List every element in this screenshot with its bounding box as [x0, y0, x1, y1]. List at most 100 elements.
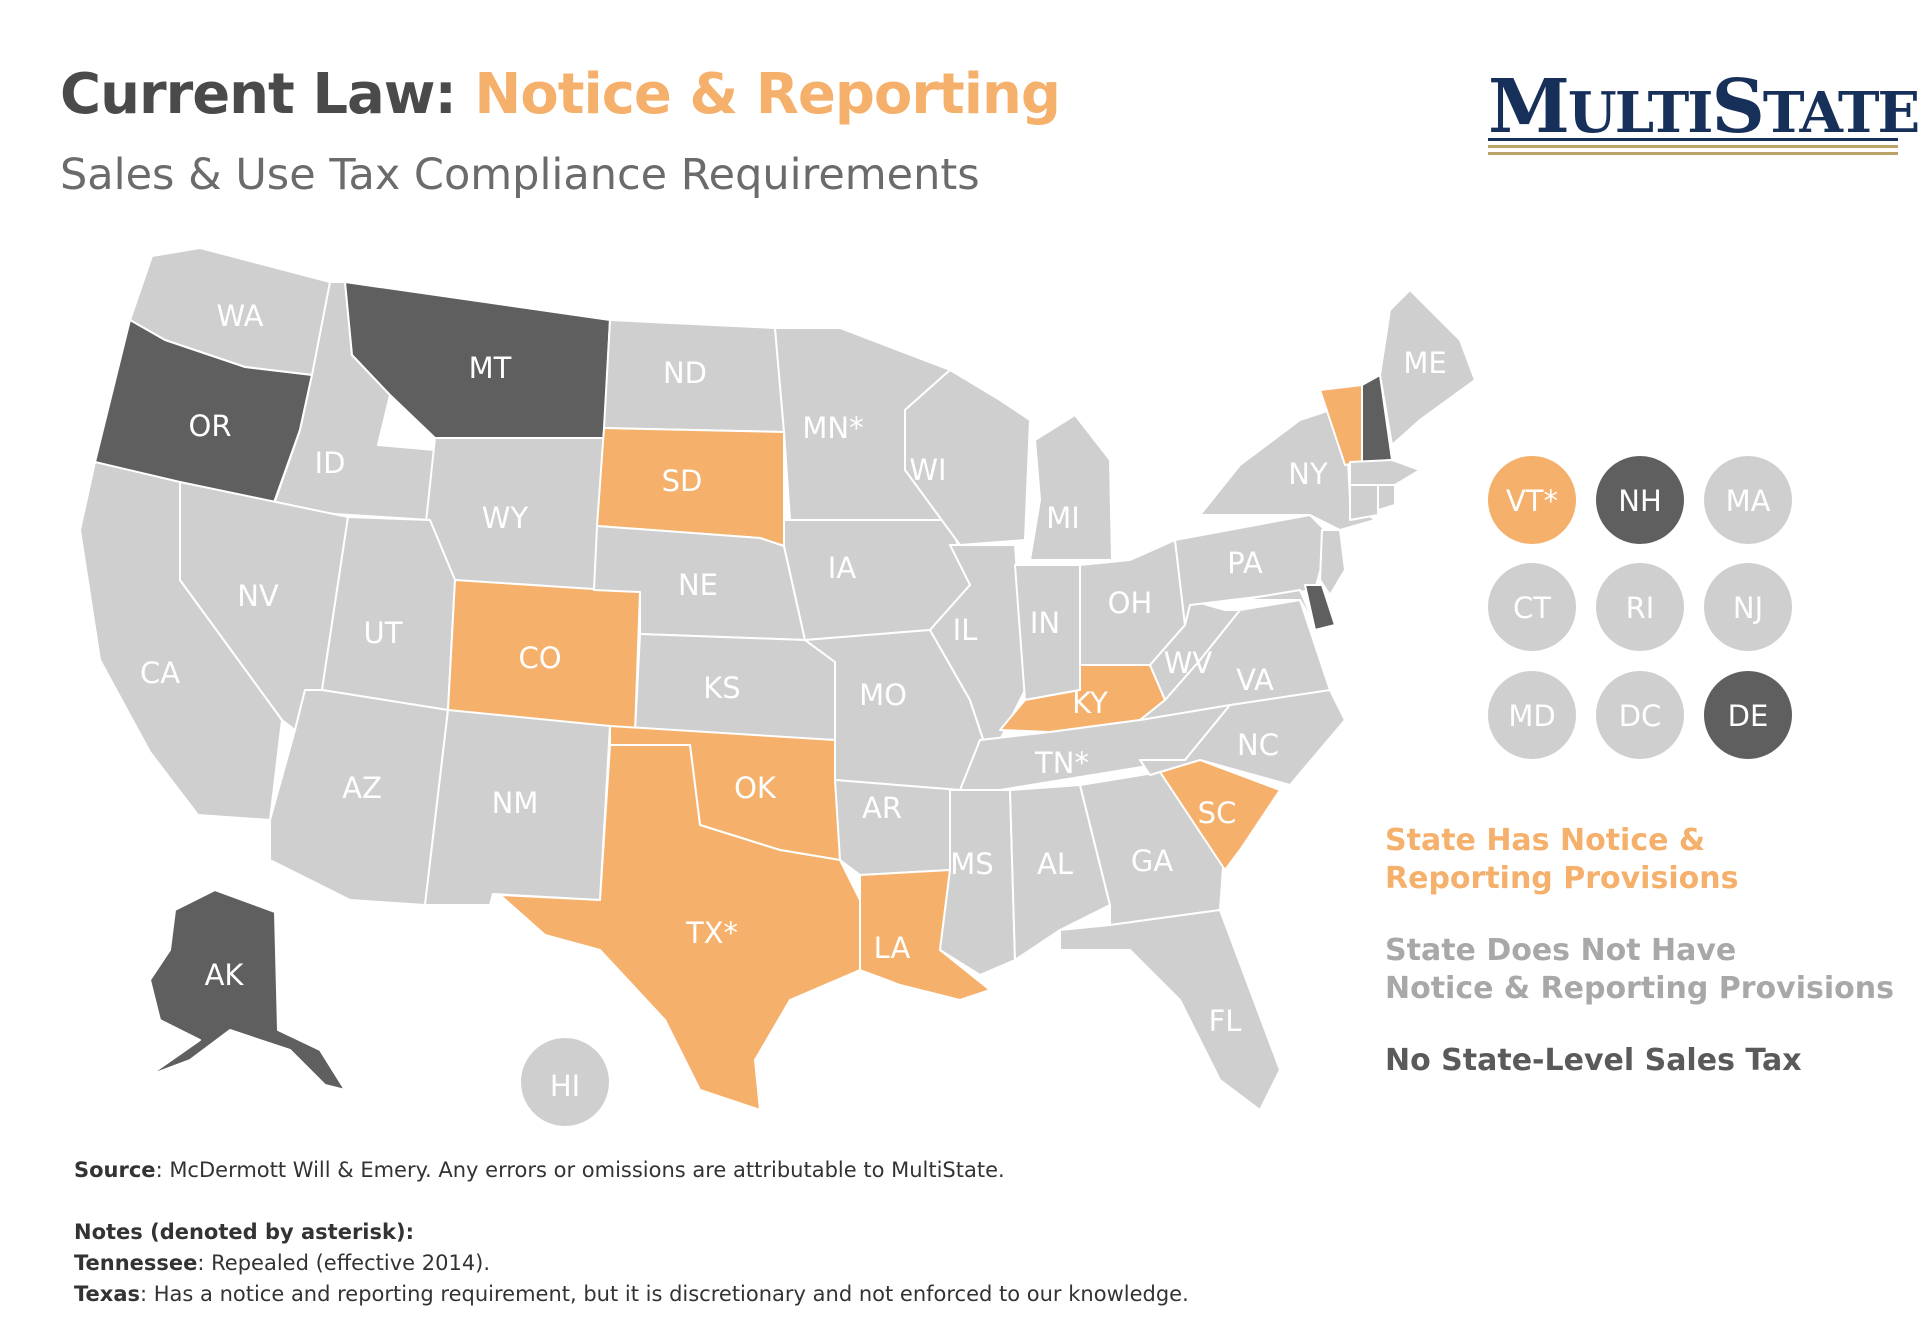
state-wi[interactable] [904, 369, 1031, 546]
note-tx-text: : Has a notice and reporting requirement… [140, 1282, 1189, 1306]
legend-has-provisions-line1: State Has Notice & [1385, 823, 1706, 858]
state-label-nh: NH [1618, 484, 1662, 518]
source-text: : McDermott Will & Emery. Any errors or … [155, 1158, 1005, 1182]
state-label-co: CO [518, 641, 561, 675]
note-tx-label: Texas [74, 1282, 140, 1306]
logo-rule-gold-2 [1488, 152, 1898, 155]
state-labels: WA OR CA ID NV MT WY UT AZ CO NM ND SD NE KS OK TX* MN* IA… [140, 299, 1771, 1103]
circle-vt[interactable] [1486, 454, 1578, 546]
state-shapes [79, 247, 1794, 1128]
state-ak[interactable] [149, 889, 346, 1091]
state-label-me: ME [1403, 346, 1446, 380]
logo-letters-tate: TATE [1762, 80, 1920, 146]
state-al[interactable] [1009, 784, 1111, 961]
logo-rule-navy [1488, 138, 1898, 141]
legend-no-sales-tax: No State-Level Sales Tax [1385, 1043, 1802, 1078]
state-label-nj: NJ [1733, 591, 1763, 625]
state-label-hi: HI [550, 1069, 580, 1103]
note-tn-label: Tennessee [74, 1251, 198, 1275]
state-label-ga: GA [1131, 844, 1173, 878]
state-label-pa: PA [1227, 546, 1263, 580]
state-nj[interactable] [1319, 529, 1346, 596]
logo-letter-m: M [1488, 64, 1570, 150]
state-label-nc: NC [1237, 728, 1279, 762]
state-label-ok: OK [734, 771, 777, 805]
legend-no-provisions-line1: State Does Not Have [1385, 933, 1737, 968]
state-ri[interactable] [1377, 484, 1396, 511]
state-label-az: AZ [342, 771, 382, 805]
state-label-il: IL [953, 613, 978, 647]
state-label-ri: RI [1626, 591, 1655, 625]
state-label-md: MD [1508, 699, 1555, 733]
state-fl[interactable] [1059, 909, 1281, 1111]
state-label-ms: MS [950, 847, 993, 881]
state-label-al: AL [1037, 847, 1073, 881]
state-label-ia: IA [828, 551, 857, 585]
legend-has-provisions-line2: Reporting Provisions [1385, 861, 1739, 896]
state-ct[interactable] [1349, 484, 1379, 521]
circle-ct[interactable] [1486, 561, 1578, 653]
page-subtitle: Sales & Use Tax Compliance Requirements [60, 150, 980, 200]
page-title: Current Law: Notice & Reporting [60, 62, 1061, 127]
state-label-ma: MA [1726, 484, 1771, 518]
state-tx[interactable] [499, 744, 861, 1111]
state-label-ak: AK [205, 958, 245, 992]
state-label-nm: NM [492, 786, 539, 820]
state-de[interactable] [1304, 584, 1336, 631]
multistate-logo: MULTISTATE [1488, 70, 1920, 155]
note-texas: Texas: Has a notice and reporting requir… [74, 1279, 1374, 1310]
state-label-or: OR [189, 409, 232, 443]
logo-letters-ulti: ULTI [1567, 80, 1714, 146]
state-ms[interactable] [939, 789, 1016, 976]
state-label-wv: WV [1164, 646, 1213, 680]
state-label-sd: SD [662, 464, 703, 498]
legend-has-provisions: State Has Notice & Reporting Provisions [1385, 822, 1738, 898]
state-label-fl: FL [1209, 1004, 1242, 1038]
circle-ri[interactable] [1594, 561, 1686, 653]
state-label-de: DE [1728, 699, 1769, 733]
state-label-nd: ND [663, 356, 707, 390]
circle-dc[interactable] [1594, 669, 1686, 761]
circle-de[interactable] [1702, 669, 1794, 761]
state-label-wa: WA [217, 299, 264, 333]
state-ma[interactable] [1349, 459, 1421, 486]
legend-no-provisions: State Does Not Have Notice & Reporting P… [1385, 932, 1894, 1008]
state-label-la: LA [874, 931, 911, 965]
state-label-ne: NE [678, 568, 718, 602]
title-highlight: Notice & Reporting [474, 62, 1061, 127]
state-label-ut: UT [364, 616, 403, 650]
state-mi[interactable] [1029, 414, 1113, 561]
state-label-sc: SC [1198, 796, 1237, 830]
circle-nj[interactable] [1702, 561, 1794, 653]
state-label-ar: AR [862, 791, 902, 825]
title-prefix: Current Law: [60, 62, 457, 127]
source-line: Source: McDermott Will & Emery. Any erro… [74, 1155, 1374, 1186]
state-label-tx: TX* [685, 916, 738, 950]
state-hi[interactable] [519, 1036, 611, 1128]
state-label-ky: KY [1072, 686, 1108, 720]
state-label-wi: WI [909, 453, 946, 487]
state-label-mt: MT [469, 351, 512, 385]
state-label-va: VA [1236, 663, 1274, 697]
source-label: Source [74, 1158, 156, 1182]
circle-ma[interactable] [1702, 454, 1794, 546]
state-label-ny: NY [1288, 457, 1328, 491]
logo-rule-gold-1 [1488, 145, 1898, 148]
state-label-ca: CA [140, 656, 180, 690]
circle-md[interactable] [1486, 669, 1578, 761]
state-label-wy: WY [482, 501, 529, 535]
state-me[interactable] [1379, 289, 1476, 446]
legend-no-provisions-line2: Notice & Reporting Provisions [1385, 971, 1894, 1006]
state-nc[interactable] [1139, 689, 1346, 786]
state-label-oh: OH [1108, 586, 1153, 620]
note-tn-text: : Repealed (effective 2014). [197, 1251, 491, 1275]
logo-letter-s: S [1711, 64, 1764, 150]
state-label-nv: NV [237, 579, 279, 613]
state-label-mo: MO [859, 678, 907, 712]
notes-heading: Notes (denoted by asterisk): [74, 1220, 414, 1244]
circle-nh[interactable] [1594, 454, 1686, 546]
note-tennessee: Tennessee: Repealed (effective 2014). [74, 1248, 1374, 1279]
state-label-dc: DC [1619, 699, 1662, 733]
state-label-id: ID [315, 446, 346, 480]
notes-block: Source: McDermott Will & Emery. Any erro… [74, 1155, 1374, 1310]
